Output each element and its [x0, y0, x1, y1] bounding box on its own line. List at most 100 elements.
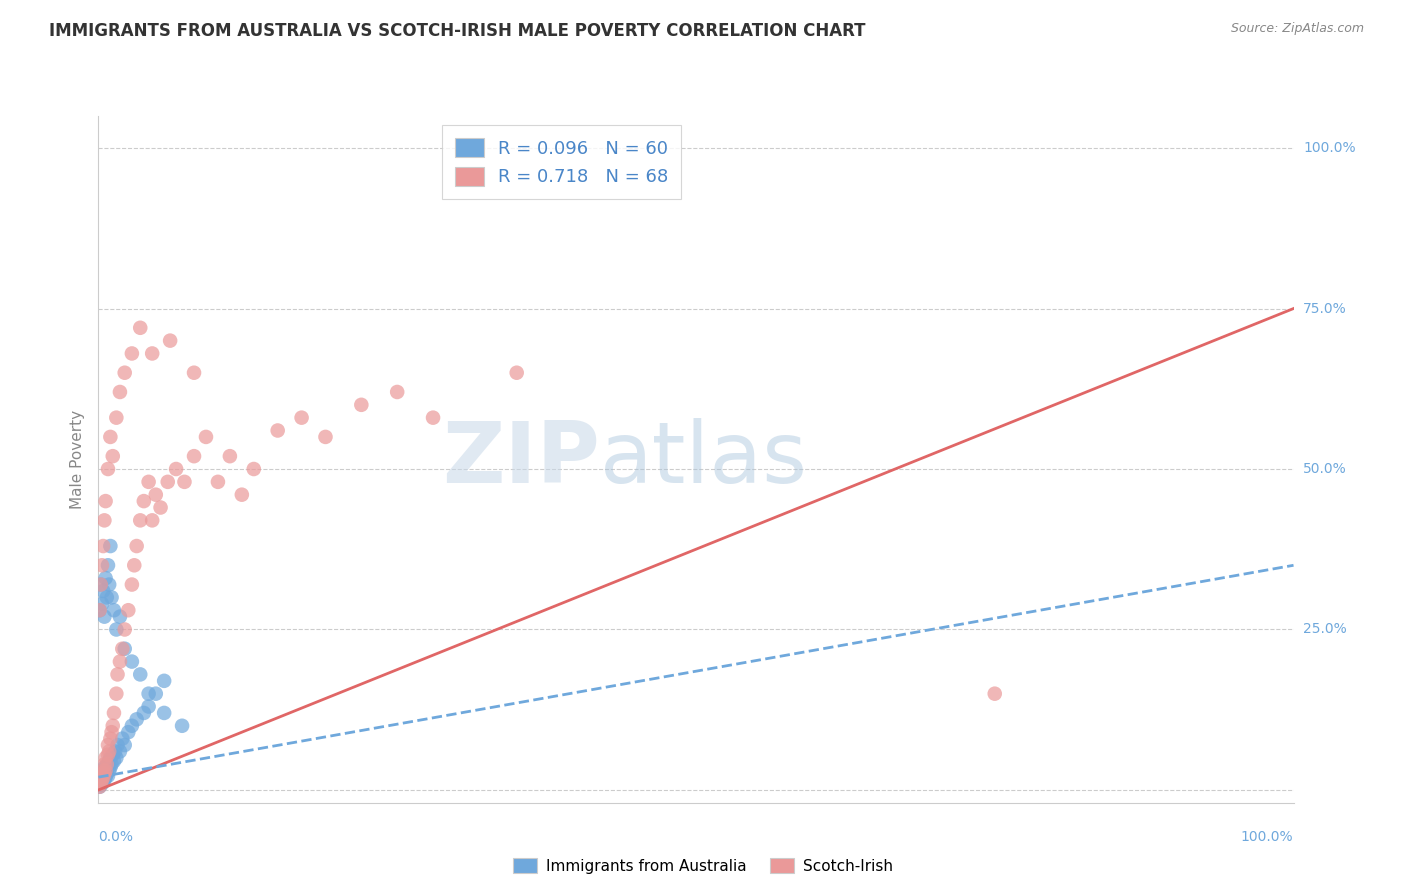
Point — [91, 584, 114, 599]
Point — [315, 430, 337, 444]
Point — [90, 770, 112, 784]
Point — [89, 603, 111, 617]
Text: 50.0%: 50.0% — [1303, 462, 1347, 476]
Point — [97, 462, 120, 476]
Point — [105, 410, 128, 425]
Point — [129, 320, 152, 334]
Point — [121, 719, 143, 733]
Point — [183, 449, 205, 463]
Point — [114, 623, 136, 637]
Point — [385, 384, 409, 399]
Point — [96, 758, 118, 772]
Point — [96, 591, 118, 605]
Point — [91, 558, 114, 573]
Point — [108, 384, 131, 399]
Point — [132, 706, 155, 720]
Point — [98, 754, 121, 768]
Point — [125, 712, 148, 726]
Text: IMMIGRANTS FROM AUSTRALIA VS SCOTCH-IRISH MALE POVERTY CORRELATION CHART: IMMIGRANTS FROM AUSTRALIA VS SCOTCH-IRIS… — [49, 22, 866, 40]
Point — [91, 769, 114, 783]
Point — [207, 475, 229, 489]
Point — [91, 767, 114, 781]
Point — [96, 767, 118, 781]
Point — [98, 430, 122, 444]
Point — [114, 738, 136, 752]
Point — [165, 462, 187, 476]
Point — [111, 641, 134, 656]
Point — [101, 719, 124, 733]
Point — [103, 706, 125, 720]
Point — [91, 770, 114, 784]
Point — [506, 366, 529, 380]
Point — [90, 773, 112, 788]
Point — [89, 780, 111, 794]
Point — [153, 673, 176, 688]
Point — [107, 667, 129, 681]
Point — [138, 687, 160, 701]
Point — [100, 725, 122, 739]
Point — [94, 764, 117, 778]
Point — [153, 706, 176, 720]
Point — [91, 764, 114, 778]
Point — [89, 603, 111, 617]
Point — [93, 773, 115, 788]
Legend: Immigrants from Australia, Scotch-Irish: Immigrants from Australia, Scotch-Irish — [506, 852, 900, 880]
Point — [94, 764, 117, 778]
Text: 75.0%: 75.0% — [1303, 301, 1347, 316]
Point — [231, 488, 253, 502]
Point — [98, 751, 122, 765]
Point — [105, 623, 128, 637]
Point — [94, 494, 117, 508]
Point — [100, 591, 122, 605]
Point — [89, 780, 111, 794]
Point — [117, 725, 139, 739]
Point — [91, 597, 114, 611]
Point — [96, 757, 118, 772]
Point — [90, 577, 112, 591]
Point — [98, 760, 122, 774]
Point — [90, 778, 112, 792]
Point — [145, 687, 167, 701]
Point — [138, 475, 160, 489]
Point — [91, 776, 114, 790]
Point — [93, 757, 115, 772]
Point — [124, 558, 146, 573]
Point — [91, 539, 114, 553]
Legend: R = 0.096   N = 60, R = 0.718   N = 68: R = 0.096 N = 60, R = 0.718 N = 68 — [441, 125, 681, 199]
Point — [350, 398, 373, 412]
Point — [98, 539, 122, 553]
Point — [97, 558, 120, 573]
Point — [91, 772, 114, 786]
Point — [114, 366, 136, 380]
Text: 25.0%: 25.0% — [1303, 623, 1347, 637]
Point — [90, 577, 112, 591]
Point — [129, 667, 152, 681]
Point — [93, 609, 115, 624]
Point — [121, 346, 143, 360]
Point — [105, 687, 128, 701]
Point — [156, 475, 179, 489]
Point — [98, 577, 121, 591]
Point — [121, 655, 143, 669]
Point — [93, 760, 115, 774]
Point — [114, 641, 136, 656]
Point — [103, 754, 125, 768]
Point — [93, 767, 115, 781]
Point — [195, 430, 218, 444]
Point — [172, 719, 194, 733]
Point — [98, 744, 121, 758]
Point — [91, 773, 114, 788]
Text: ZIP: ZIP — [443, 417, 600, 501]
Point — [173, 475, 195, 489]
Point — [101, 747, 124, 762]
Point — [159, 334, 181, 348]
Point — [97, 757, 120, 772]
Point — [291, 410, 314, 425]
Text: atlas: atlas — [600, 417, 808, 501]
Text: 100.0%: 100.0% — [1303, 141, 1355, 155]
Point — [267, 424, 290, 438]
Point — [121, 577, 143, 591]
Point — [141, 346, 163, 360]
Point — [97, 769, 120, 783]
Point — [105, 751, 128, 765]
